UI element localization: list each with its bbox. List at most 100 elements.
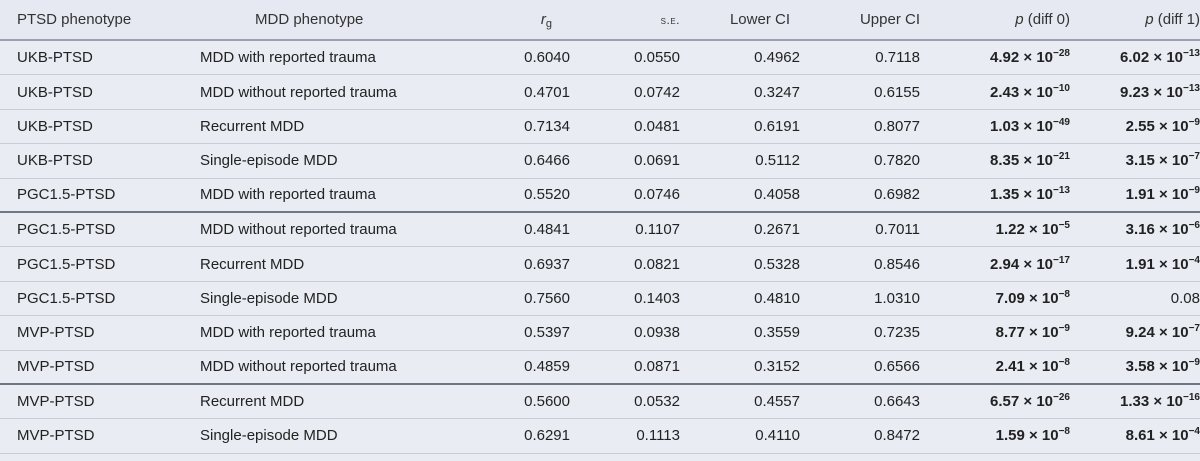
col-header-rg: rg bbox=[470, 11, 570, 30]
cell-upper-ci: 0.8077 bbox=[874, 117, 920, 135]
cell-p-diff0: 1.22 × 10−5 bbox=[920, 220, 1070, 239]
cell-mdd-phenotype: MDD with reported trauma bbox=[200, 186, 376, 204]
cell-se: 0.0746 bbox=[634, 186, 680, 204]
p-times-ten: × 10 bbox=[1019, 152, 1054, 170]
cell-ptsd-phenotype: MVP-PTSD bbox=[17, 324, 95, 342]
p-exponent: −4 bbox=[1188, 254, 1200, 266]
p-times-ten: × 10 bbox=[1154, 186, 1189, 204]
table-row: UKB-PTSD Recurrent MDD 0.7134 0.0481 0.6191 0… bbox=[0, 110, 1200, 145]
cell-p-diff1: 9.24 × 10−7 bbox=[1070, 324, 1200, 342]
cell-upper-ci: 0.7011 bbox=[875, 221, 920, 239]
p-times-ten: × 10 bbox=[1019, 49, 1054, 67]
cell-rg: 0.5397 bbox=[524, 324, 570, 342]
p-mantissa: 6.57 bbox=[990, 393, 1020, 411]
cell-lower-ci: 0.2671 bbox=[754, 221, 800, 239]
p-value: 9.24 × 10−7 bbox=[1126, 324, 1200, 342]
p-exponent: −49 bbox=[1053, 116, 1070, 128]
table-row: PGC1.5-PTSD MDD without reported trauma 0.… bbox=[0, 213, 1200, 248]
p-times-ten: × 10 bbox=[1024, 427, 1059, 445]
cell-upper-ci: 1.0310 bbox=[874, 289, 920, 307]
p-mantissa: 8.77 bbox=[995, 324, 1025, 342]
col-header-p-diff0: p (diff 0) bbox=[920, 11, 1070, 28]
p-exponent: −8 bbox=[1058, 426, 1070, 438]
cell-upper-ci: 0.6155 bbox=[874, 83, 920, 101]
p-exponent: −13 bbox=[1183, 82, 1200, 94]
cell-ptsd-phenotype: UKB-PTSD bbox=[17, 152, 93, 170]
cell-mdd-phenotype: Recurrent MDD bbox=[200, 393, 305, 411]
p-value: 3.58 × 10−9 bbox=[1126, 358, 1200, 376]
cell-p-diff1: 3.58 × 10−9 bbox=[1070, 358, 1200, 376]
col-header-ptsd: PTSD phenotype bbox=[17, 11, 132, 28]
col-header-p-diff1: p (diff 1) bbox=[1070, 11, 1200, 28]
p-times-ten: × 10 bbox=[1019, 83, 1054, 101]
p-mantissa: 1.22 bbox=[995, 221, 1025, 239]
cell-upper-ci: 0.7235 bbox=[874, 324, 920, 342]
cell-p-diff0: 2.94 × 10−17 bbox=[920, 255, 1070, 273]
table-row: PGC1.5-PTSD MDD with reported trauma 0.552… bbox=[0, 179, 1200, 213]
table-body: UKB-PTSD MDD with reported trauma 0.6040 0.… bbox=[0, 41, 1200, 454]
cell-p-diff1: 1.91 × 10−4 bbox=[1070, 254, 1200, 273]
table-row: MVP-PTSD MDD with reported trauma 0.5397 0.… bbox=[0, 316, 1200, 351]
p-symbol: p bbox=[1145, 11, 1154, 28]
cell-mdd-phenotype: Recurrent MDD bbox=[200, 255, 305, 273]
p-exponent: −28 bbox=[1053, 48, 1070, 60]
p-times-ten: × 10 bbox=[1019, 186, 1054, 204]
cell-mdd-phenotype: MDD without reported trauma bbox=[200, 83, 397, 101]
table-row: MVP-PTSD MDD without reported trauma 0.485… bbox=[0, 351, 1200, 385]
p-times-ten: × 10 bbox=[1019, 393, 1054, 411]
cell-rg: 0.4841 bbox=[524, 221, 570, 239]
p-exponent: −16 bbox=[1183, 392, 1200, 404]
p-times-ten: × 10 bbox=[1024, 358, 1059, 376]
cell-lower-ci: 0.4810 bbox=[754, 289, 800, 307]
cell-ptsd-phenotype: PGC1.5-PTSD bbox=[17, 186, 116, 204]
p-diff0-label: (diff 0) bbox=[1023, 11, 1070, 28]
table-row: PGC1.5-PTSD Recurrent MDD 0.6937 0.0821 0.53… bbox=[0, 247, 1200, 282]
p-exponent: −4 bbox=[1188, 426, 1200, 438]
cell-p-diff1: 3.16 × 10−6 bbox=[1070, 221, 1200, 239]
cell-se: 0.0938 bbox=[634, 324, 680, 342]
p-value: 1.35 × 10−13 bbox=[990, 185, 1070, 204]
cell-se: 0.0691 bbox=[634, 152, 680, 170]
col-header-mdd: MDD phenotype bbox=[255, 11, 364, 28]
p-exponent: −9 bbox=[1188, 185, 1200, 197]
cell-rg: 0.6291 bbox=[524, 427, 570, 445]
p-value: 9.23 × 10−13 bbox=[1120, 82, 1200, 101]
cell-rg: 0.5600 bbox=[524, 393, 570, 411]
cell-rg: 0.6040 bbox=[524, 49, 570, 67]
cell-ptsd-phenotype: PGC1.5-PTSD bbox=[17, 289, 116, 307]
cell-lower-ci: 0.6191 bbox=[754, 117, 800, 135]
p-times-ten: × 10 bbox=[1019, 117, 1054, 135]
cell-upper-ci: 0.8546 bbox=[874, 255, 920, 273]
cell-p-diff1: 8.61 × 10−4 bbox=[1070, 426, 1200, 445]
p-mantissa: 1.03 bbox=[990, 117, 1020, 135]
p-mantissa: 1.91 bbox=[1125, 255, 1155, 273]
p-times-ten: × 10 bbox=[1154, 255, 1189, 273]
cell-ptsd-phenotype: MVP-PTSD bbox=[17, 427, 95, 445]
p-value: 1.91 × 10−9 bbox=[1126, 185, 1200, 204]
cell-upper-ci: 0.7820 bbox=[874, 152, 920, 170]
cell-se: 0.1113 bbox=[636, 427, 680, 445]
p-value: 1.22 × 10−5 bbox=[995, 220, 1070, 239]
cell-ptsd-phenotype: UKB-PTSD bbox=[17, 49, 93, 67]
p-mantissa: 9.23 bbox=[1120, 83, 1150, 101]
p-exponent: −5 bbox=[1058, 220, 1070, 232]
cell-lower-ci: 0.4110 bbox=[755, 427, 800, 445]
cell-ptsd-phenotype: PGC1.5-PTSD bbox=[17, 255, 116, 273]
p-exponent: −10 bbox=[1053, 82, 1070, 94]
cell-mdd-phenotype: Single-episode MDD bbox=[200, 427, 338, 445]
p-times-ten: × 10 bbox=[1154, 152, 1189, 170]
cell-rg: 0.4859 bbox=[524, 358, 570, 376]
p-value: 2.43 × 10−10 bbox=[990, 82, 1070, 101]
cell-lower-ci: 0.3152 bbox=[754, 358, 800, 376]
p-exponent: −13 bbox=[1053, 185, 1070, 197]
p-times-ten: × 10 bbox=[1154, 427, 1189, 445]
p-times-ten: × 10 bbox=[1149, 83, 1184, 101]
cell-rg: 0.5520 bbox=[524, 186, 570, 204]
col-header-upper-ci: Upper CI bbox=[859, 11, 920, 28]
cell-ptsd-phenotype: UKB-PTSD bbox=[17, 83, 93, 101]
cell-mdd-phenotype: Recurrent MDD bbox=[200, 117, 305, 135]
cell-p-diff0: 1.59 × 10−8 bbox=[920, 426, 1070, 445]
p-mantissa: 6.02 bbox=[1120, 49, 1150, 67]
cell-lower-ci: 0.4058 bbox=[754, 186, 800, 204]
p-mantissa: 1.59 bbox=[995, 427, 1025, 445]
